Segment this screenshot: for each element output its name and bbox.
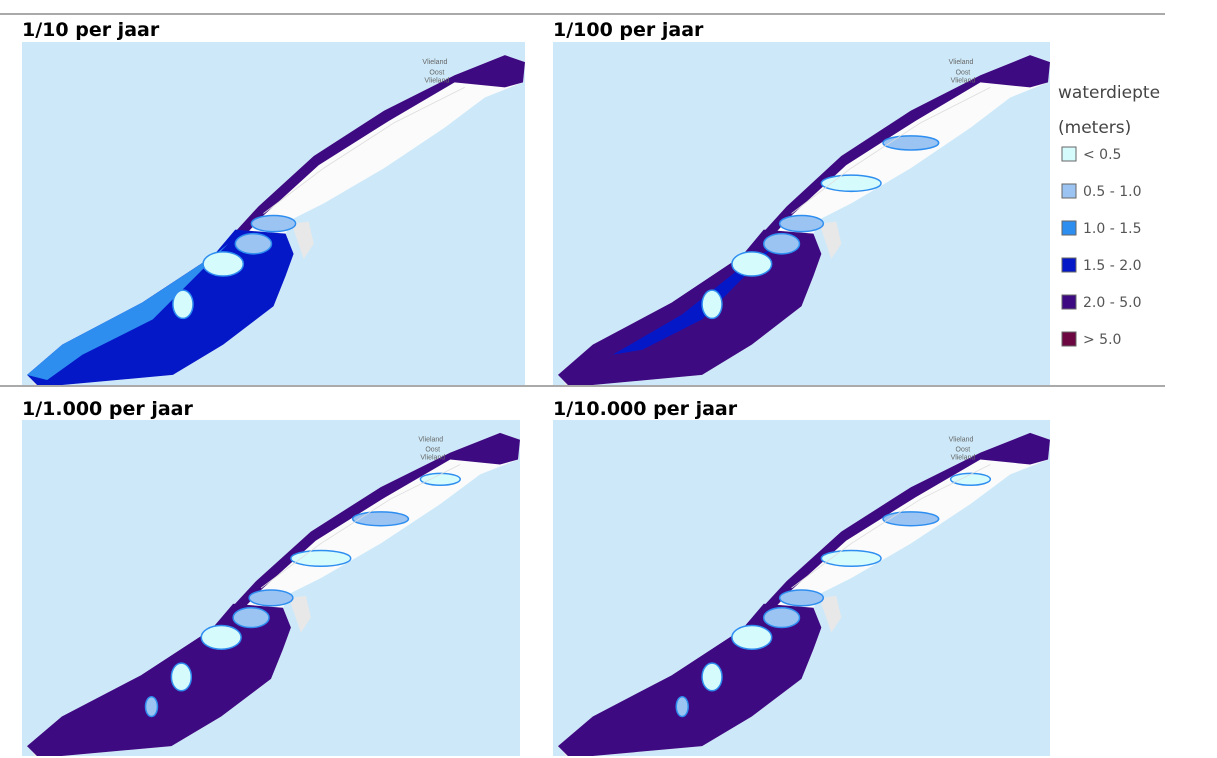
legend-swatch bbox=[1062, 147, 1076, 161]
flood-patch bbox=[171, 663, 191, 691]
flood-patch bbox=[821, 550, 881, 566]
legend-swatch bbox=[1062, 258, 1076, 272]
flood-patch bbox=[201, 626, 241, 650]
flood-patch bbox=[676, 697, 688, 717]
place-label: Vlieland bbox=[424, 77, 449, 84]
place-label: Vlieland bbox=[422, 59, 447, 66]
place-label: Vlieland bbox=[418, 437, 443, 444]
place-label: Vlieland bbox=[949, 59, 974, 66]
flood-patch bbox=[291, 550, 351, 566]
flood-patch bbox=[780, 216, 824, 232]
flood-patch bbox=[732, 626, 772, 650]
flood-patch bbox=[702, 290, 722, 318]
legend-title: waterdiepte bbox=[1058, 83, 1160, 103]
flood-patch bbox=[233, 608, 269, 628]
place-label: Vlieland bbox=[951, 455, 976, 462]
place-label: Oost bbox=[425, 447, 440, 454]
flood-patch bbox=[251, 216, 295, 232]
flood-patch bbox=[353, 512, 409, 526]
flood-patch bbox=[764, 608, 800, 628]
legend-label: 2.0 - 5.0 bbox=[1083, 295, 1141, 311]
legend-label: 1.0 - 1.5 bbox=[1083, 221, 1141, 237]
flood-patch bbox=[249, 590, 293, 606]
legend-label: 1.5 - 2.0 bbox=[1083, 258, 1141, 274]
legend-swatch bbox=[1062, 295, 1076, 309]
flood-patch bbox=[883, 512, 939, 526]
flood-patch bbox=[235, 234, 271, 254]
legend-label: 0.5 - 1.0 bbox=[1083, 184, 1141, 200]
flood-patch bbox=[146, 697, 158, 717]
flood-patch bbox=[203, 252, 243, 276]
place-label: Oost bbox=[429, 69, 444, 76]
place-label: Vlieland bbox=[420, 455, 445, 462]
flood-patch bbox=[732, 252, 772, 276]
panel-title: 1/10 per jaar bbox=[22, 19, 160, 41]
panel-title: 1/10.000 per jaar bbox=[553, 398, 738, 420]
legend-subtitle: (meters) bbox=[1058, 118, 1131, 138]
place-label: Vlieland bbox=[951, 77, 976, 84]
figure: waterdiepte (meters) 1/10 per jaarVliela… bbox=[0, 0, 1217, 758]
panel-title: 1/1.000 per jaar bbox=[22, 398, 194, 420]
page: waterdiepte (meters) 1/10 per jaarVliela… bbox=[0, 0, 1217, 758]
flood-patch bbox=[951, 473, 991, 485]
flood-patch bbox=[420, 473, 460, 485]
legend-label: < 0.5 bbox=[1083, 147, 1121, 163]
legend-label: > 5.0 bbox=[1083, 332, 1121, 348]
place-label: Vlieland bbox=[949, 437, 974, 444]
flood-patch bbox=[821, 175, 881, 191]
place-label: Oost bbox=[956, 69, 971, 76]
legend-swatch bbox=[1062, 332, 1076, 346]
panel-title: 1/100 per jaar bbox=[553, 19, 704, 41]
legend-swatch bbox=[1062, 184, 1076, 198]
legend-swatch bbox=[1062, 221, 1076, 235]
flood-patch bbox=[780, 590, 824, 606]
flood-patch bbox=[173, 290, 193, 318]
flood-patch bbox=[764, 234, 800, 254]
flood-patch bbox=[702, 663, 722, 691]
flood-patch bbox=[883, 136, 939, 150]
place-label: Oost bbox=[956, 447, 971, 454]
